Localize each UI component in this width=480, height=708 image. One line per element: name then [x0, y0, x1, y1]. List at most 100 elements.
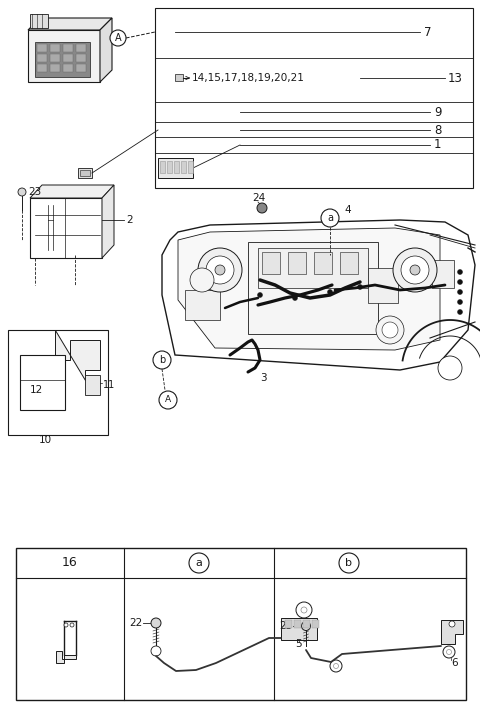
- Circle shape: [151, 646, 161, 656]
- Bar: [37, 44, 47, 52]
- Circle shape: [153, 351, 171, 369]
- Polygon shape: [56, 651, 76, 663]
- Circle shape: [443, 646, 455, 658]
- Bar: [76, 64, 86, 72]
- Bar: [20, 355, 65, 410]
- Bar: [78, 168, 92, 178]
- Circle shape: [301, 622, 311, 631]
- Text: A: A: [165, 396, 171, 404]
- Bar: [281, 618, 317, 640]
- Bar: [312, 620, 319, 628]
- Bar: [432, 260, 454, 288]
- Bar: [76, 44, 86, 52]
- Bar: [37, 54, 47, 62]
- Bar: [50, 54, 60, 62]
- Circle shape: [292, 295, 298, 300]
- Circle shape: [457, 280, 463, 285]
- Polygon shape: [178, 228, 440, 350]
- Circle shape: [198, 248, 242, 292]
- Circle shape: [327, 290, 333, 295]
- Bar: [248, 242, 378, 334]
- Circle shape: [410, 265, 420, 275]
- Bar: [35, 42, 90, 77]
- Text: 22: 22: [129, 618, 142, 628]
- Circle shape: [18, 188, 26, 196]
- Bar: [188, 161, 193, 173]
- Bar: [185, 290, 220, 320]
- Bar: [50, 64, 60, 72]
- Text: 3: 3: [260, 373, 266, 383]
- Circle shape: [376, 316, 404, 344]
- Text: 10: 10: [38, 435, 51, 445]
- Circle shape: [382, 322, 398, 338]
- Bar: [30, 14, 48, 28]
- Bar: [288, 252, 306, 274]
- Circle shape: [446, 649, 452, 654]
- Circle shape: [449, 621, 455, 627]
- Circle shape: [457, 309, 463, 314]
- Text: 23: 23: [28, 187, 41, 197]
- Circle shape: [151, 618, 161, 628]
- Circle shape: [339, 553, 359, 573]
- Circle shape: [393, 248, 437, 292]
- Circle shape: [334, 663, 338, 668]
- Polygon shape: [102, 185, 114, 258]
- Bar: [158, 158, 193, 178]
- Polygon shape: [55, 330, 100, 380]
- Circle shape: [190, 268, 214, 292]
- Circle shape: [296, 602, 312, 618]
- Bar: [262, 252, 280, 274]
- Text: 24: 24: [252, 193, 265, 203]
- Polygon shape: [162, 220, 475, 370]
- Bar: [175, 74, 183, 81]
- Circle shape: [215, 265, 225, 275]
- Circle shape: [257, 203, 267, 213]
- Bar: [8, 330, 108, 435]
- Text: 1: 1: [434, 139, 442, 152]
- Circle shape: [64, 623, 68, 627]
- Text: 23: 23: [279, 621, 292, 631]
- Bar: [174, 161, 179, 173]
- Polygon shape: [441, 620, 463, 644]
- Text: a: a: [195, 558, 203, 568]
- Bar: [160, 161, 165, 173]
- Polygon shape: [30, 185, 114, 198]
- Bar: [30, 198, 102, 258]
- Circle shape: [401, 256, 429, 284]
- Circle shape: [457, 290, 463, 295]
- Bar: [155, 8, 473, 188]
- Text: 2: 2: [126, 215, 132, 225]
- Text: 11: 11: [103, 380, 115, 390]
- Bar: [167, 161, 172, 173]
- Bar: [63, 64, 73, 72]
- Bar: [368, 268, 398, 303]
- Text: 13: 13: [448, 72, 463, 84]
- Text: 4: 4: [344, 205, 350, 215]
- Circle shape: [159, 391, 177, 409]
- Circle shape: [330, 660, 342, 672]
- Text: 9: 9: [434, 105, 442, 118]
- Polygon shape: [100, 18, 112, 82]
- Circle shape: [189, 553, 209, 573]
- Polygon shape: [85, 375, 100, 395]
- Bar: [28, 30, 100, 82]
- Circle shape: [301, 607, 307, 613]
- Circle shape: [110, 30, 126, 46]
- Bar: [314, 252, 332, 274]
- Text: b: b: [346, 558, 352, 568]
- Text: 7: 7: [424, 25, 432, 38]
- Bar: [340, 252, 358, 274]
- Circle shape: [321, 209, 339, 227]
- Bar: [80, 170, 90, 176]
- Circle shape: [457, 270, 463, 275]
- Bar: [63, 54, 73, 62]
- Text: 5: 5: [296, 639, 302, 649]
- Text: 14,15,17,18,19,20,21: 14,15,17,18,19,20,21: [192, 73, 305, 83]
- Bar: [258, 248, 368, 288]
- Bar: [181, 161, 186, 173]
- Circle shape: [358, 285, 362, 290]
- Bar: [294, 620, 301, 628]
- Text: A: A: [115, 33, 121, 43]
- Bar: [16, 548, 466, 700]
- Text: a: a: [327, 213, 333, 223]
